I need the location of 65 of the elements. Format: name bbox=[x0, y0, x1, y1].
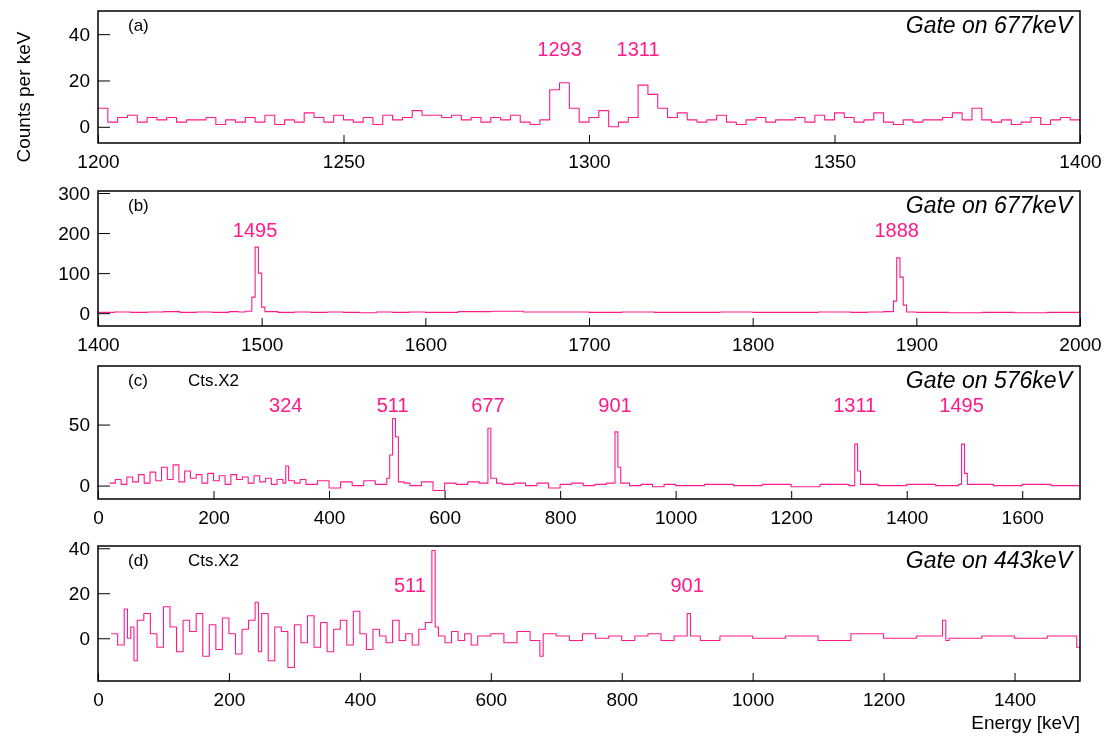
x-tick-label: 1700 bbox=[568, 334, 611, 356]
annotation: 1888 bbox=[874, 219, 919, 242]
y-tick-label: 50 bbox=[68, 414, 90, 436]
annotation: 677 bbox=[471, 393, 505, 416]
x-tick-label: 1400 bbox=[886, 507, 929, 529]
x-tick-label: 1200 bbox=[77, 151, 120, 173]
y-tick-label: 100 bbox=[58, 262, 90, 284]
x-tick-label: 800 bbox=[606, 689, 639, 711]
x-tick-label: 1350 bbox=[813, 151, 857, 173]
x-tick-label: 600 bbox=[475, 689, 508, 711]
x-tick-label: 1500 bbox=[241, 334, 284, 356]
annotation: 1495 bbox=[232, 219, 278, 242]
y-tick-label: 0 bbox=[79, 475, 90, 497]
annotation: 1495 bbox=[939, 393, 984, 416]
x-tick-label: 200 bbox=[198, 507, 230, 529]
annotation: 901 bbox=[598, 393, 632, 416]
annotation: 901 bbox=[670, 574, 704, 597]
chart-title: Gate on 576keV bbox=[905, 367, 1075, 393]
y-tick-label: 40 bbox=[68, 537, 90, 559]
x-tick-label: 1400 bbox=[77, 334, 120, 356]
y-tick-label: 0 bbox=[79, 302, 90, 324]
chart-title: Gate on 677keV bbox=[905, 12, 1075, 38]
annotation: (c) bbox=[128, 371, 148, 390]
x-tick-label: 1600 bbox=[1001, 507, 1044, 529]
x-tick-label: 400 bbox=[344, 689, 377, 711]
x-tick-label: 1000 bbox=[655, 507, 698, 529]
y-tick-label: 0 bbox=[79, 627, 90, 649]
annotation: (d) bbox=[128, 551, 149, 570]
x-tick-label: 1200 bbox=[862, 689, 906, 711]
x-tick-label: 1250 bbox=[322, 151, 366, 173]
annotation: 511 bbox=[393, 574, 426, 597]
x-tick-label: 0 bbox=[93, 507, 104, 529]
x-tick-label: 400 bbox=[313, 507, 346, 529]
x-tick-label: 1300 bbox=[568, 151, 611, 173]
y-tick-label: 20 bbox=[68, 70, 90, 92]
x-tick-label: 1200 bbox=[770, 507, 813, 529]
chart-title: Gate on 443keV bbox=[905, 547, 1075, 573]
y-tick-label: 300 bbox=[58, 182, 90, 204]
x-tick-label: 600 bbox=[429, 507, 461, 529]
x-tick-label: 1800 bbox=[732, 334, 775, 356]
annotation: 511 bbox=[376, 393, 409, 416]
annotation: (b) bbox=[128, 196, 149, 215]
annotation: 324 bbox=[269, 393, 303, 416]
annotation: 1293 bbox=[537, 38, 582, 61]
annotation: 1311 bbox=[833, 393, 877, 416]
y-tick-label: 0 bbox=[79, 116, 90, 138]
x-tick-label: 200 bbox=[213, 689, 246, 711]
x-tick-label: 1000 bbox=[732, 689, 775, 711]
annotation: 1311 bbox=[616, 38, 660, 61]
y-tick-label: 20 bbox=[68, 582, 90, 604]
x-tick-label: 800 bbox=[544, 507, 577, 529]
annotation: Cts.X2 bbox=[188, 551, 240, 570]
x-tick-label: 0 bbox=[93, 689, 104, 711]
x-tick-label: 2000 bbox=[1059, 334, 1102, 356]
chart-title: Gate on 677keV bbox=[905, 192, 1075, 218]
x-tick-label: 1900 bbox=[895, 334, 938, 356]
x-tick-label: 1400 bbox=[993, 689, 1037, 711]
x-tick-label: 1400 bbox=[1059, 151, 1102, 173]
x-tick-label: 1600 bbox=[404, 334, 447, 356]
annotation: Cts.X2 bbox=[188, 371, 240, 390]
y-tick-label: 40 bbox=[68, 23, 90, 45]
y-tick-label: 200 bbox=[58, 222, 90, 244]
annotation: (a) bbox=[128, 16, 149, 35]
y-axis-title: Counts per keV bbox=[13, 31, 34, 163]
x-axis-title: Energy [keV] bbox=[971, 712, 1080, 733]
